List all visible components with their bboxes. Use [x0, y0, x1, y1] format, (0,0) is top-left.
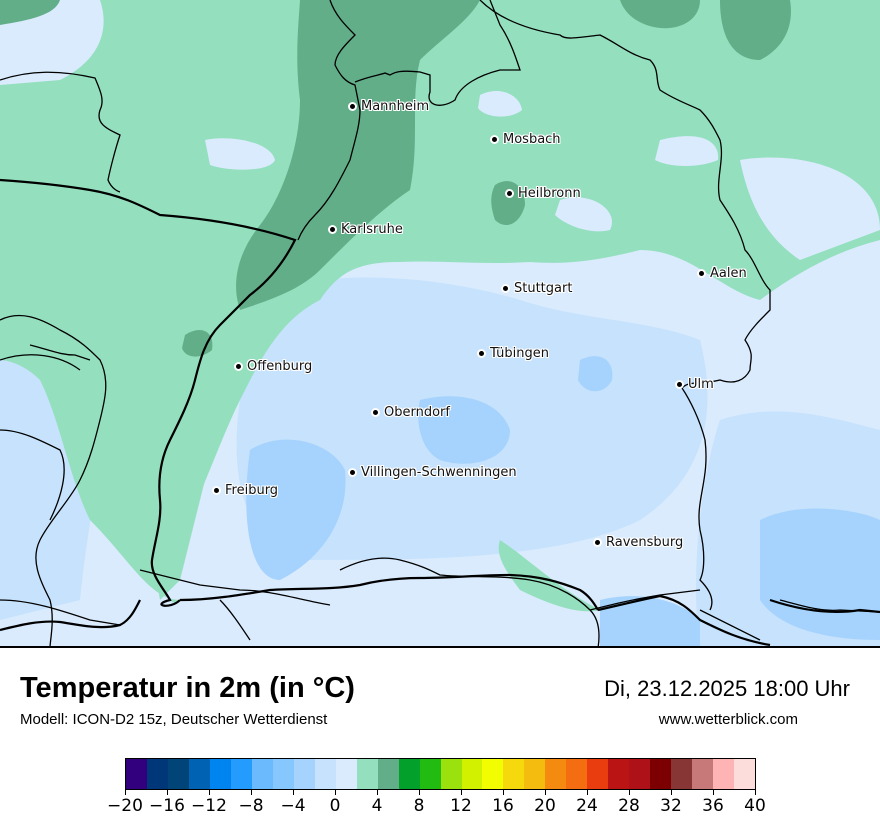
- temperature-field: [0, 0, 880, 646]
- colorbar-tick-label: 36: [702, 796, 724, 816]
- colorbar-tick-label: 8: [413, 796, 425, 816]
- colorbar-segment: [629, 759, 651, 789]
- colorbar-tick: [545, 790, 546, 795]
- colorbar-segment: [524, 759, 546, 789]
- city-label-ulm: Ulm: [677, 377, 714, 392]
- colorbar-segment: [587, 759, 609, 789]
- model-source: Modell: ICON-D2 15z, Deutscher Wetterdie…: [20, 711, 328, 728]
- colorbar-tick: [377, 790, 378, 795]
- colorbar-segment: [146, 759, 168, 789]
- city-marker-icon: [350, 470, 355, 475]
- city-label-stuttgart: Stuttgart: [503, 281, 572, 296]
- city-label-offenburg: Offenburg: [236, 359, 312, 374]
- colorbar-ticks: −20 −16 −12 −8 −4 0 4 8 12 16 20 24 28 32 36 40: [107, 790, 766, 820]
- colorbar-tick: [125, 790, 126, 795]
- colorbar-segment: [335, 759, 357, 789]
- valid-datetime: Di, 23.12.2025 18:00 Uhr: [604, 676, 850, 701]
- colorbar-tick-label: 4: [371, 796, 383, 816]
- city-label-mannheim: Mannheim: [350, 99, 429, 114]
- colorbar-segment: [440, 759, 462, 789]
- colorbar-tick-label: 24: [576, 796, 598, 816]
- colorbar-tick-label: −8: [238, 796, 264, 816]
- colorbar-tick-label: 16: [492, 796, 514, 816]
- colorbar-segment: [314, 759, 336, 789]
- colorbar-segment: [692, 759, 714, 789]
- colorbar-segment: [545, 759, 567, 789]
- colorbar-segment: [167, 759, 189, 789]
- colorbar-segment: [377, 759, 399, 789]
- city-label-aalen: Aalen: [699, 266, 747, 281]
- colorbar-tick: [335, 790, 336, 795]
- colorbar-tick: [167, 790, 168, 795]
- website-credit: www.wetterblick.com: [658, 711, 798, 728]
- colorbar-segment: [126, 759, 147, 789]
- colorbar-segment: [230, 759, 252, 789]
- colorbar-segment: [398, 759, 420, 789]
- colorbar-tick-label: −20: [107, 796, 143, 816]
- city-marker-icon: [507, 191, 512, 196]
- colorbar-tick: [713, 790, 714, 795]
- colorbar-segment: [734, 759, 756, 789]
- city-label-karlsruhe: Karlsruhe: [330, 222, 403, 237]
- colorbar-tick-label: 32: [660, 796, 682, 816]
- city-marker-icon: [330, 227, 335, 232]
- city-label-freiburg: Freiburg: [214, 483, 278, 498]
- colorbar-segment: [209, 759, 231, 789]
- city-marker-icon: [350, 104, 355, 109]
- city-label-tuebingen: Tübingen: [479, 346, 549, 361]
- city-marker-icon: [479, 351, 484, 356]
- colorbar-tick: [629, 790, 630, 795]
- colorbar-segment: [650, 759, 672, 789]
- colorbar-segment: [293, 759, 315, 789]
- colorbar-segment: [251, 759, 273, 789]
- colorbar-tick: [587, 790, 588, 795]
- city-marker-icon: [595, 540, 600, 545]
- city-label-mosbach: Mosbach: [492, 132, 561, 147]
- colorbar-segment: [671, 759, 693, 789]
- colorbar-segment: [713, 759, 735, 789]
- colorbar-segment: [356, 759, 378, 789]
- colorbar-tick-label: 28: [618, 796, 640, 816]
- temperature-map: Mannheim Mosbach Heilbronn Karlsruhe Aal…: [0, 0, 880, 648]
- city-marker-icon: [373, 410, 378, 415]
- city-marker-icon: [677, 382, 682, 387]
- colorbar-segment: [461, 759, 483, 789]
- colorbar-segment: [566, 759, 588, 789]
- colorbar-tick: [293, 790, 294, 795]
- city-marker-icon: [503, 286, 508, 291]
- colorbar-tick-label: −4: [280, 796, 306, 816]
- colorbar-segment: [188, 759, 210, 789]
- colorbar-segment: [608, 759, 630, 789]
- city-marker-icon: [699, 271, 704, 276]
- colorbar-tick: [209, 790, 210, 795]
- colorbar-tick-label: 40: [744, 796, 766, 816]
- map-title: Temperatur in 2m (in °C): [20, 672, 355, 704]
- colorbar-tick: [671, 790, 672, 795]
- colorbar-tick-label: 12: [450, 796, 472, 816]
- map-footer: Temperatur in 2m (in °C) Modell: ICON-D2…: [0, 648, 880, 830]
- colorbar-tick-label: −12: [191, 796, 227, 816]
- colorbar-segment: [419, 759, 441, 789]
- colorbar-segment: [272, 759, 294, 789]
- city-marker-icon: [214, 488, 219, 493]
- colorbar-tick-label: 0: [329, 796, 341, 816]
- city-label-ravensburg: Ravensburg: [595, 535, 683, 550]
- city-marker-icon: [492, 137, 497, 142]
- colorbar-tick: [503, 790, 504, 795]
- colorbar-tick: [461, 790, 462, 795]
- colorbar-segment: [503, 759, 525, 789]
- colorbar-tick: [419, 790, 420, 795]
- colorbar-tick-label: 20: [534, 796, 556, 816]
- temperature-colorbar: [125, 758, 756, 790]
- city-marker-icon: [236, 364, 241, 369]
- colorbar-tick: [251, 790, 252, 795]
- colorbar-tick: [755, 790, 756, 795]
- city-label-oberndorf: Oberndorf: [373, 405, 450, 420]
- colorbar-tick-label: −16: [149, 796, 185, 816]
- colorbar-segment: [482, 759, 504, 789]
- city-label-villingen-schwenningen: Villingen-Schwenningen: [350, 465, 517, 480]
- city-label-heilbronn: Heilbronn: [507, 186, 581, 201]
